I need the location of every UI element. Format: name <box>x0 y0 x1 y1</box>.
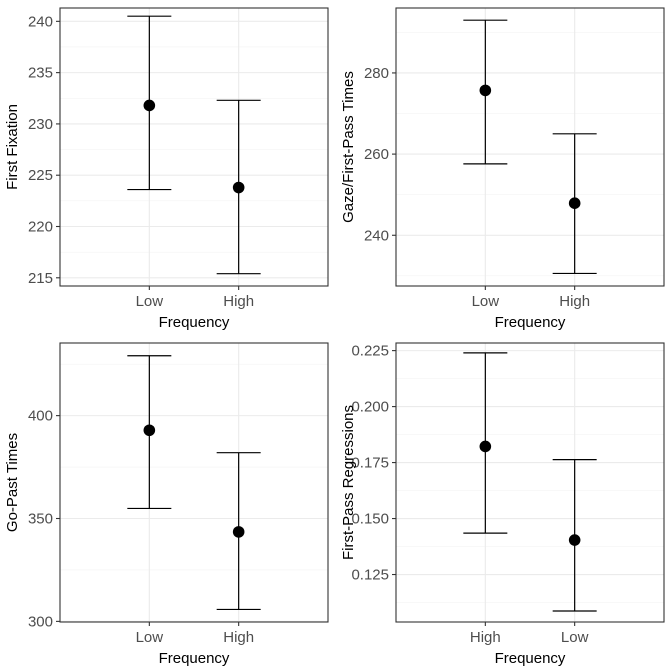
y-tick-label: 0.200 <box>351 399 389 416</box>
y-tick-label: 215 <box>28 270 53 287</box>
y-tick-label: 0.150 <box>351 511 389 528</box>
y-tick-label: 0.225 <box>351 343 389 360</box>
x-tick-label: Low <box>136 629 164 646</box>
panel-border <box>395 7 665 287</box>
y-tick-label: 260 <box>364 146 389 163</box>
x-tick-label: Low <box>136 293 164 310</box>
mean-point <box>568 534 581 546</box>
x-axis-title: Frequency <box>159 650 230 667</box>
chart-panel-4: 0.125 0.150 0.175 0.200 0.225 High Low Frequenc… <box>340 342 665 667</box>
mean-point <box>479 440 492 453</box>
mean-point <box>232 181 245 194</box>
x-tick-label: High <box>223 629 254 646</box>
x-axis-title: Frequency <box>159 314 230 331</box>
mean-point <box>479 84 492 97</box>
y-tick-label: 240 <box>28 13 53 30</box>
panel-border <box>395 342 665 623</box>
x-tick-label: High <box>223 293 254 310</box>
y-tick-label: 0.125 <box>351 567 389 584</box>
mean-point <box>143 424 156 437</box>
y-tick-label: 230 <box>28 116 53 133</box>
chart-panel-3: 300 350 400 Low High Frequency Go-Past Times <box>4 342 329 667</box>
x-axis-title: Frequency <box>495 314 566 331</box>
panel-border <box>59 7 329 287</box>
y-tick-label: 225 <box>28 167 53 184</box>
y-axis-title: First Fixation <box>4 104 21 190</box>
y-tick-label: 280 <box>364 65 389 82</box>
mean-point <box>232 526 245 538</box>
mean-point <box>143 99 156 112</box>
y-tick-label: 235 <box>28 65 53 82</box>
panels: 215 220 225 230 235 240 Low High Frequency First … <box>4 7 665 667</box>
x-tick-label: Low <box>472 293 500 310</box>
y-axis-title: First-Pass Regressions <box>340 405 357 560</box>
y-tick-label: 240 <box>364 227 389 244</box>
y-tick-label: 0.175 <box>351 455 389 472</box>
y-axis-title: Go-Past Times <box>4 433 21 532</box>
y-tick-label: 300 <box>28 613 53 630</box>
y-tick-label: 220 <box>28 219 53 236</box>
chart-panel-1: 215 220 225 230 235 240 Low High Frequency First … <box>4 7 329 331</box>
y-axis-title: Gaze/First-Pass Times <box>340 71 357 223</box>
x-tick-label: High <box>559 293 590 310</box>
y-tick-label: 350 <box>28 511 53 528</box>
x-tick-label: High <box>470 629 501 646</box>
chart-panel-2: 240 260 280 Low High Frequency Gaze/First-Pass… <box>340 7 665 331</box>
x-axis-title: Frequency <box>495 650 566 667</box>
y-tick-label: 400 <box>28 408 53 425</box>
panel-border <box>59 342 329 623</box>
mean-point <box>568 197 581 210</box>
x-tick-label: Low <box>561 629 589 646</box>
